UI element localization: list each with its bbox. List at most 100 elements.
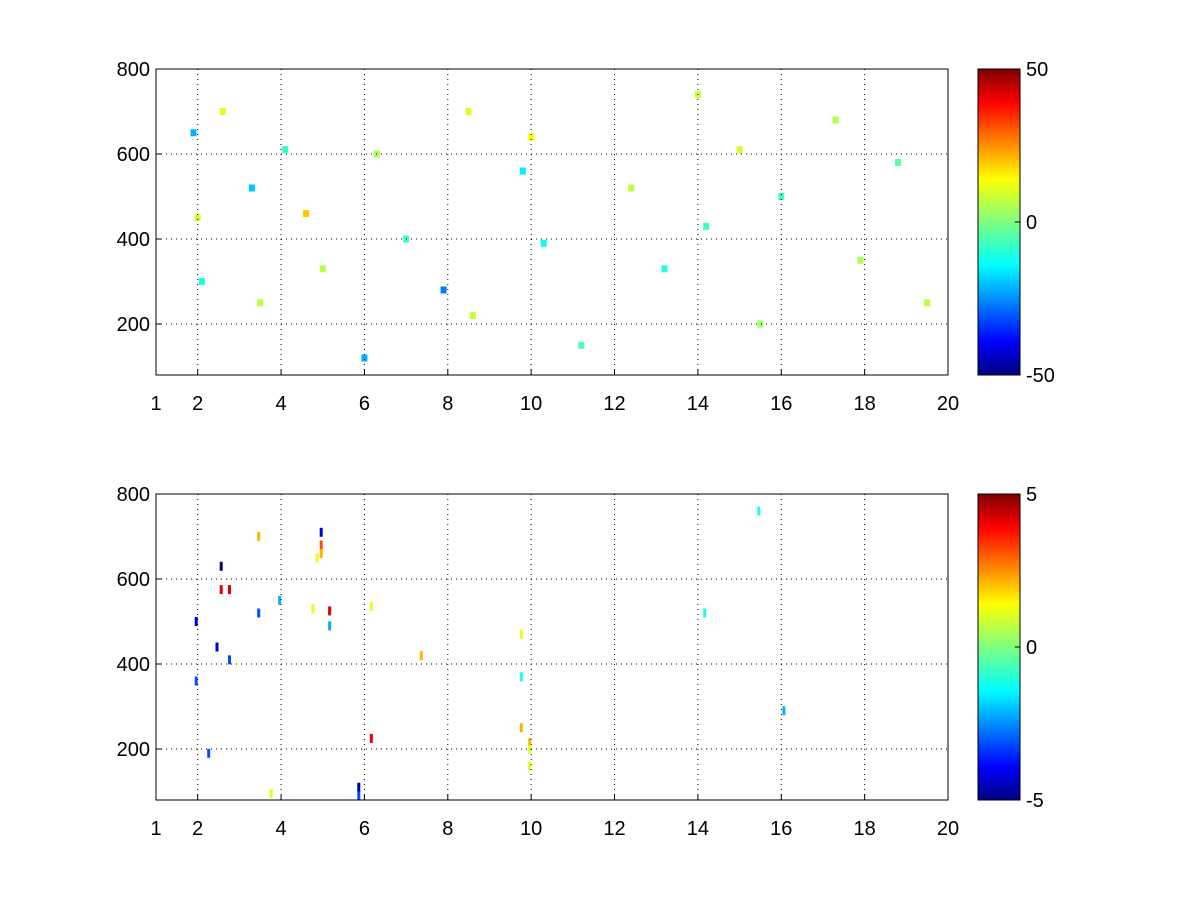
heatmap-cell xyxy=(895,159,901,166)
x-tick-labels-2: 1 2 4 6 8 10 12 14 16 18 20 xyxy=(150,794,959,840)
heatmap-cell xyxy=(465,108,472,115)
heatmap-cell xyxy=(319,265,326,273)
axes-frame-1 xyxy=(155,68,949,376)
heatmap-cell xyxy=(369,602,373,612)
heatmap-cell xyxy=(628,184,635,192)
x-tick-label: 12 xyxy=(603,393,625,415)
heatmap-cell xyxy=(528,133,535,141)
heatmap-cell xyxy=(369,733,373,743)
heatmap-cell xyxy=(703,608,707,618)
x-tick-label: 1 xyxy=(150,393,161,415)
x-tick-label: 8 xyxy=(442,818,453,840)
heatmap-cell xyxy=(419,651,423,660)
x-tick-label: 2 xyxy=(192,818,203,840)
heatmap-cell xyxy=(228,585,231,595)
x-tick-label: 1 xyxy=(150,818,161,840)
x-tick-label: 10 xyxy=(520,818,542,840)
heatmap-cell xyxy=(703,222,710,230)
y-tick-label: 800 xyxy=(117,59,150,81)
heatmap-cell xyxy=(328,606,332,616)
x-tick-labels-1: 1 2 4 6 8 10 12 14 16 18 20 xyxy=(150,369,959,415)
y-tick-label: 200 xyxy=(117,739,150,761)
heatmap-cell xyxy=(248,184,255,192)
y-tick-label: 800 xyxy=(117,484,150,506)
heatmap-cell xyxy=(257,532,261,541)
heatmap-cell xyxy=(519,629,523,639)
heatmap-cell xyxy=(319,549,323,558)
colorbar-tick-labels-1: -50 0 50 xyxy=(1015,59,1055,387)
x-tick-label: 6 xyxy=(359,818,370,840)
y-tick-label: 400 xyxy=(117,654,150,676)
x-tick-label: 2 xyxy=(192,393,203,415)
heatmap-cell xyxy=(303,210,310,217)
heatmap-cell xyxy=(357,791,361,801)
y-tick-label: 600 xyxy=(117,569,150,591)
x-tick-label: 4 xyxy=(275,393,286,415)
heatmap-cell xyxy=(319,540,323,550)
y-tick-label: 200 xyxy=(117,314,150,336)
heatmap-cell xyxy=(219,108,226,115)
x-tick-label: 12 xyxy=(603,818,625,840)
heatmap-cell xyxy=(315,553,319,563)
colorbar-tick-label: -50 xyxy=(1026,365,1055,387)
heatmap-cell xyxy=(269,789,273,799)
y-tick-label: 600 xyxy=(117,144,150,166)
x-tick-label: 4 xyxy=(275,818,286,840)
heatmap-cell xyxy=(282,146,289,154)
heatmap-cell xyxy=(440,286,447,294)
heatmap-cell xyxy=(832,116,839,124)
heatmap-cell xyxy=(924,299,931,307)
colorbar-tick-labels-2: -5 0 5 xyxy=(1015,484,1044,812)
x-tick-label: 10 xyxy=(520,393,542,415)
heatmap-cell xyxy=(661,265,668,273)
heatmap-cell xyxy=(778,193,785,200)
heatmap-cell xyxy=(198,278,205,285)
colorbar-2 xyxy=(977,493,1021,801)
x-tick-label: 14 xyxy=(687,393,709,415)
y-tick-label: 400 xyxy=(117,229,150,251)
heatmap-cell xyxy=(519,167,526,175)
colorbar-tick-label: 0 xyxy=(1026,212,1037,234)
heatmap-cell xyxy=(528,738,532,748)
heatmap-cell xyxy=(257,608,261,618)
x-tick-label: 14 xyxy=(687,818,709,840)
heatmap-cell xyxy=(215,642,219,652)
colorbar-tick-label: 5 xyxy=(1026,484,1037,506)
x-tick-label: 20 xyxy=(937,818,959,840)
heatmap-cell xyxy=(328,621,332,631)
heatmap-cell xyxy=(357,782,361,792)
heatmap-cell xyxy=(190,129,197,137)
x-tick-label: 16 xyxy=(770,393,792,415)
heatmap-cell xyxy=(311,604,315,614)
heatmap-cell xyxy=(469,312,476,319)
x-tick-label: 16 xyxy=(770,818,792,840)
heatmap-cell xyxy=(782,706,786,716)
y-tick-labels-1: 200 400 600 800 xyxy=(117,59,162,336)
plot-area-1 xyxy=(156,69,948,375)
heatmap-cell xyxy=(528,761,532,771)
x-tick-label: 18 xyxy=(854,393,876,415)
heatmap-cell xyxy=(519,723,523,733)
heatmap-cell xyxy=(578,341,585,349)
heatmap-cell xyxy=(207,748,211,758)
colorbar-tick-label: 0 xyxy=(1026,637,1037,659)
heatmap-cell xyxy=(319,527,323,537)
heatmap-cell xyxy=(540,239,547,247)
axes-frame-2 xyxy=(155,493,949,801)
colorbar-tick-label: 50 xyxy=(1026,59,1048,81)
heatmap-cell xyxy=(519,672,523,682)
heatmap-cell xyxy=(194,617,198,626)
x-tick-label: 8 xyxy=(442,393,453,415)
heatmap-cell xyxy=(228,655,231,665)
heatmap-cell xyxy=(278,595,282,605)
heatmap-cell xyxy=(857,256,864,264)
y-tick-labels-2: 200 400 600 800 xyxy=(117,484,162,761)
plot-area-2 xyxy=(156,494,948,800)
heatmap-cell xyxy=(257,299,264,307)
heatmap-cell xyxy=(757,320,764,328)
heatmap-cell xyxy=(736,146,743,154)
colorbar-tick-label: -5 xyxy=(1026,790,1044,812)
heatmap-cell xyxy=(194,214,201,222)
heatmap-cell xyxy=(194,676,198,686)
